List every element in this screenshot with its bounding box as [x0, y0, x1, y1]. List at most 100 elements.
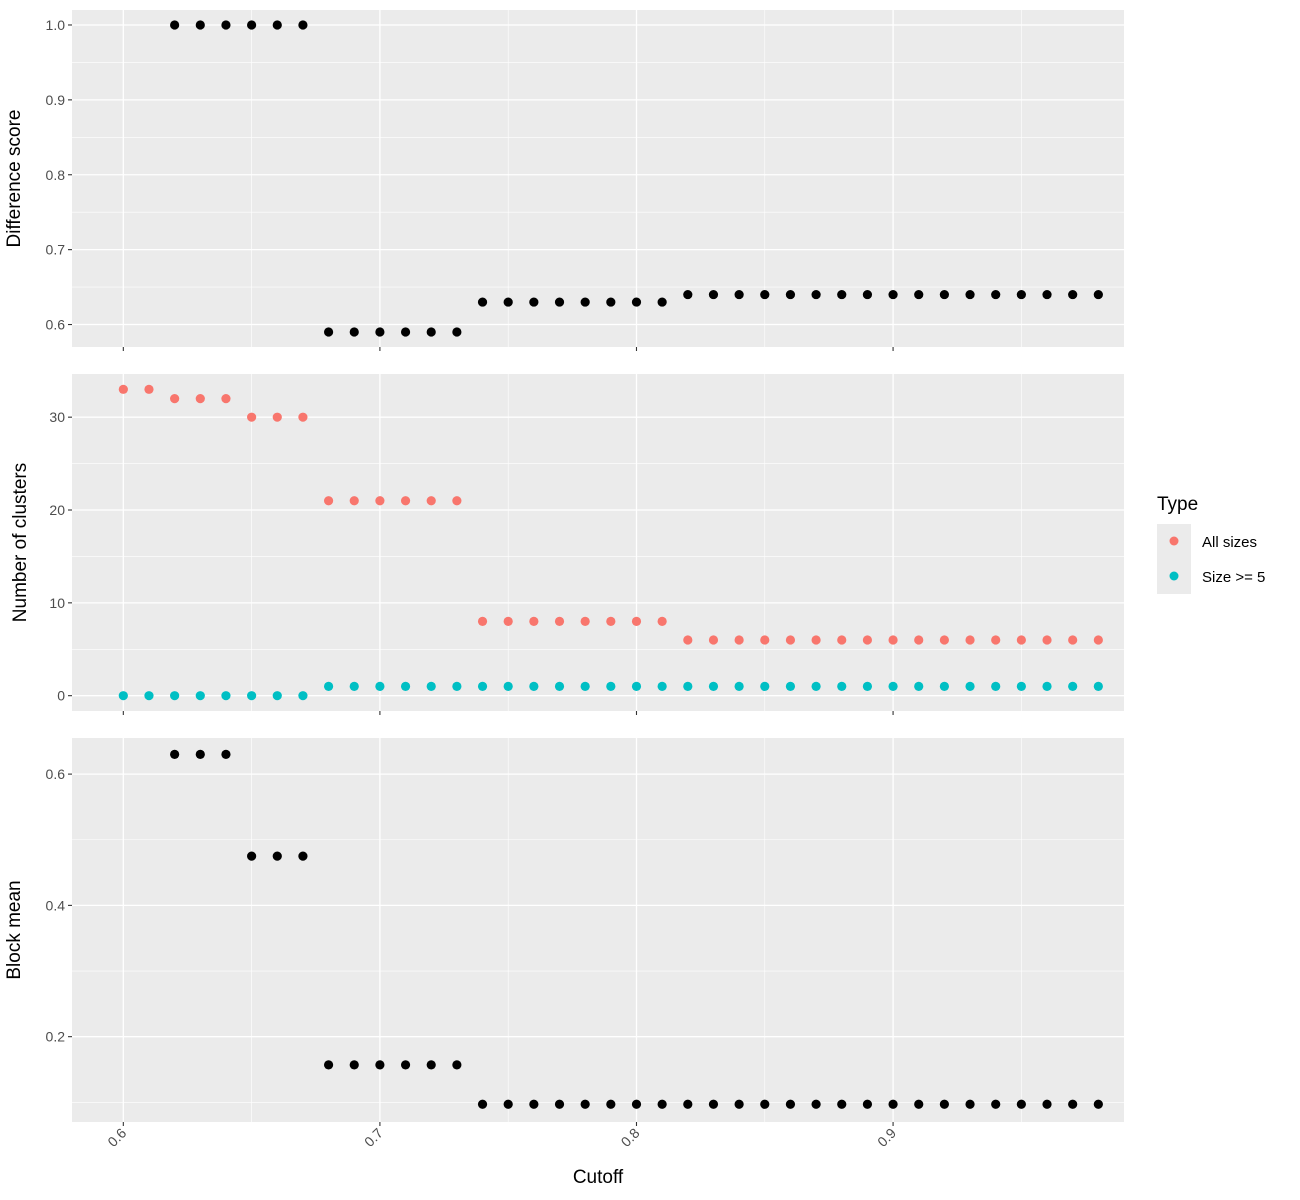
- data-point-series: [785, 1099, 796, 1109]
- data-point-size-5: [272, 691, 282, 701]
- data-point-series: [939, 289, 949, 300]
- data-point-series: [606, 1099, 616, 1109]
- data-point-all-sizes: [170, 394, 180, 404]
- data-point-all-sizes: [375, 496, 385, 506]
- data-point-series: [708, 289, 719, 300]
- data-point-series: [914, 1099, 924, 1109]
- data-point-series: [477, 1099, 488, 1109]
- data-point-series: [785, 289, 796, 300]
- panel-background: [72, 10, 1124, 347]
- data-point-series: [298, 851, 308, 861]
- data-point-series: [323, 1060, 334, 1070]
- data-point-series: [529, 297, 539, 307]
- data-point-series: [734, 1099, 744, 1109]
- y-tick-label: 0.6: [46, 766, 66, 782]
- data-point-series: [683, 289, 693, 300]
- data-point-series: [554, 297, 565, 307]
- data-point-all-sizes: [734, 635, 744, 645]
- legend: Type All sizes Size >= 5: [1157, 494, 1265, 594]
- data-point-size-5: [426, 681, 436, 691]
- data-point-series: [477, 297, 488, 307]
- data-point-size-5: [554, 681, 565, 691]
- data-point-size-5: [837, 681, 847, 691]
- data-point-all-sizes: [708, 635, 719, 645]
- data-point-all-sizes: [683, 635, 693, 645]
- panel-background: [72, 738, 1124, 1122]
- data-point-series: [400, 327, 411, 337]
- data-point-series: [965, 1099, 975, 1109]
- y-tick-label: 0.9: [46, 92, 66, 108]
- data-point-size-5: [221, 691, 231, 701]
- data-point-series: [939, 1099, 949, 1109]
- data-point-size-5: [939, 681, 949, 691]
- data-point-series: [837, 1099, 847, 1109]
- panel-block-mean: 0.2 0.4 0.6 Block mean: [4, 738, 1124, 1126]
- data-point-series: [631, 1099, 642, 1109]
- data-point-all-sizes: [811, 635, 821, 645]
- x-tick-label: 0.8: [618, 1125, 643, 1150]
- data-point-size-5: [888, 681, 898, 691]
- data-point-size-5: [965, 681, 975, 691]
- data-point-series: [631, 297, 642, 307]
- data-point-all-sizes: [1042, 635, 1052, 645]
- legend-key-background: [1157, 524, 1191, 594]
- data-point-size-5: [298, 691, 308, 701]
- data-point-series: [683, 1099, 693, 1109]
- data-point-series: [503, 1099, 513, 1109]
- data-point-series: [349, 1060, 359, 1070]
- data-point-series: [1042, 289, 1052, 300]
- data-point-size-5: [323, 681, 334, 691]
- y-tick-label: 20: [49, 502, 65, 518]
- data-point-size-5: [580, 681, 590, 691]
- legend-title: Type: [1157, 494, 1198, 515]
- data-point-size-5: [195, 691, 205, 701]
- data-point-all-sizes: [144, 384, 154, 394]
- y-tick-label: 0: [57, 688, 65, 704]
- data-point-size-5: [452, 681, 462, 691]
- panel-difference-score: 0.6 0.7 0.8 0.9 1.0 Difference score: [4, 10, 1124, 351]
- data-point-all-sizes: [477, 616, 488, 627]
- data-point-series: [452, 327, 462, 337]
- data-point-series: [349, 327, 359, 337]
- data-point-size-5: [477, 681, 488, 691]
- y-tick-label: 30: [49, 409, 65, 425]
- data-point-all-sizes: [118, 384, 128, 394]
- data-point-all-sizes: [195, 394, 205, 404]
- data-point-series: [580, 297, 590, 307]
- data-point-all-sizes: [1016, 635, 1026, 645]
- data-point-series: [991, 289, 1001, 300]
- data-point-series: [529, 1099, 539, 1109]
- x-tick-label: 0.9: [874, 1125, 899, 1150]
- data-point-all-sizes: [760, 635, 770, 645]
- data-point-all-sizes: [580, 616, 590, 627]
- x-axis-title: Cutoff: [573, 1167, 624, 1188]
- y-axis-title: Block mean: [4, 880, 25, 979]
- data-point-all-sizes: [939, 635, 949, 645]
- data-point-series: [888, 289, 898, 300]
- data-point-series: [606, 297, 616, 307]
- data-point-series: [760, 289, 770, 300]
- y-axis-title: Difference score: [4, 110, 25, 248]
- data-point-all-sizes: [631, 616, 642, 627]
- data-point-size-5: [785, 681, 796, 691]
- data-point-series: [580, 1099, 590, 1109]
- legend-key-all-sizes: [1169, 536, 1179, 546]
- data-point-series: [760, 1099, 770, 1109]
- data-point-series: [247, 851, 257, 861]
- data-point-size-5: [1016, 681, 1026, 691]
- data-point-series: [400, 1060, 411, 1070]
- data-point-size-5: [170, 691, 180, 701]
- data-point-series: [991, 1099, 1001, 1109]
- data-point-size-5: [1068, 681, 1078, 691]
- data-point-series: [1068, 1099, 1078, 1109]
- legend-label-size-ge-5: Size >= 5: [1202, 569, 1265, 586]
- data-point-all-sizes: [862, 635, 873, 645]
- data-point-all-sizes: [1068, 635, 1078, 645]
- data-point-size-5: [375, 681, 385, 691]
- data-point-series: [1093, 289, 1103, 300]
- data-point-size-5: [657, 681, 667, 691]
- data-point-series: [221, 20, 231, 30]
- data-point-series: [708, 1099, 719, 1109]
- panels: 0.6 0.7 0.8 0.9 1.0 Difference score 0 10 20 30 Nu…: [4, 10, 1124, 1150]
